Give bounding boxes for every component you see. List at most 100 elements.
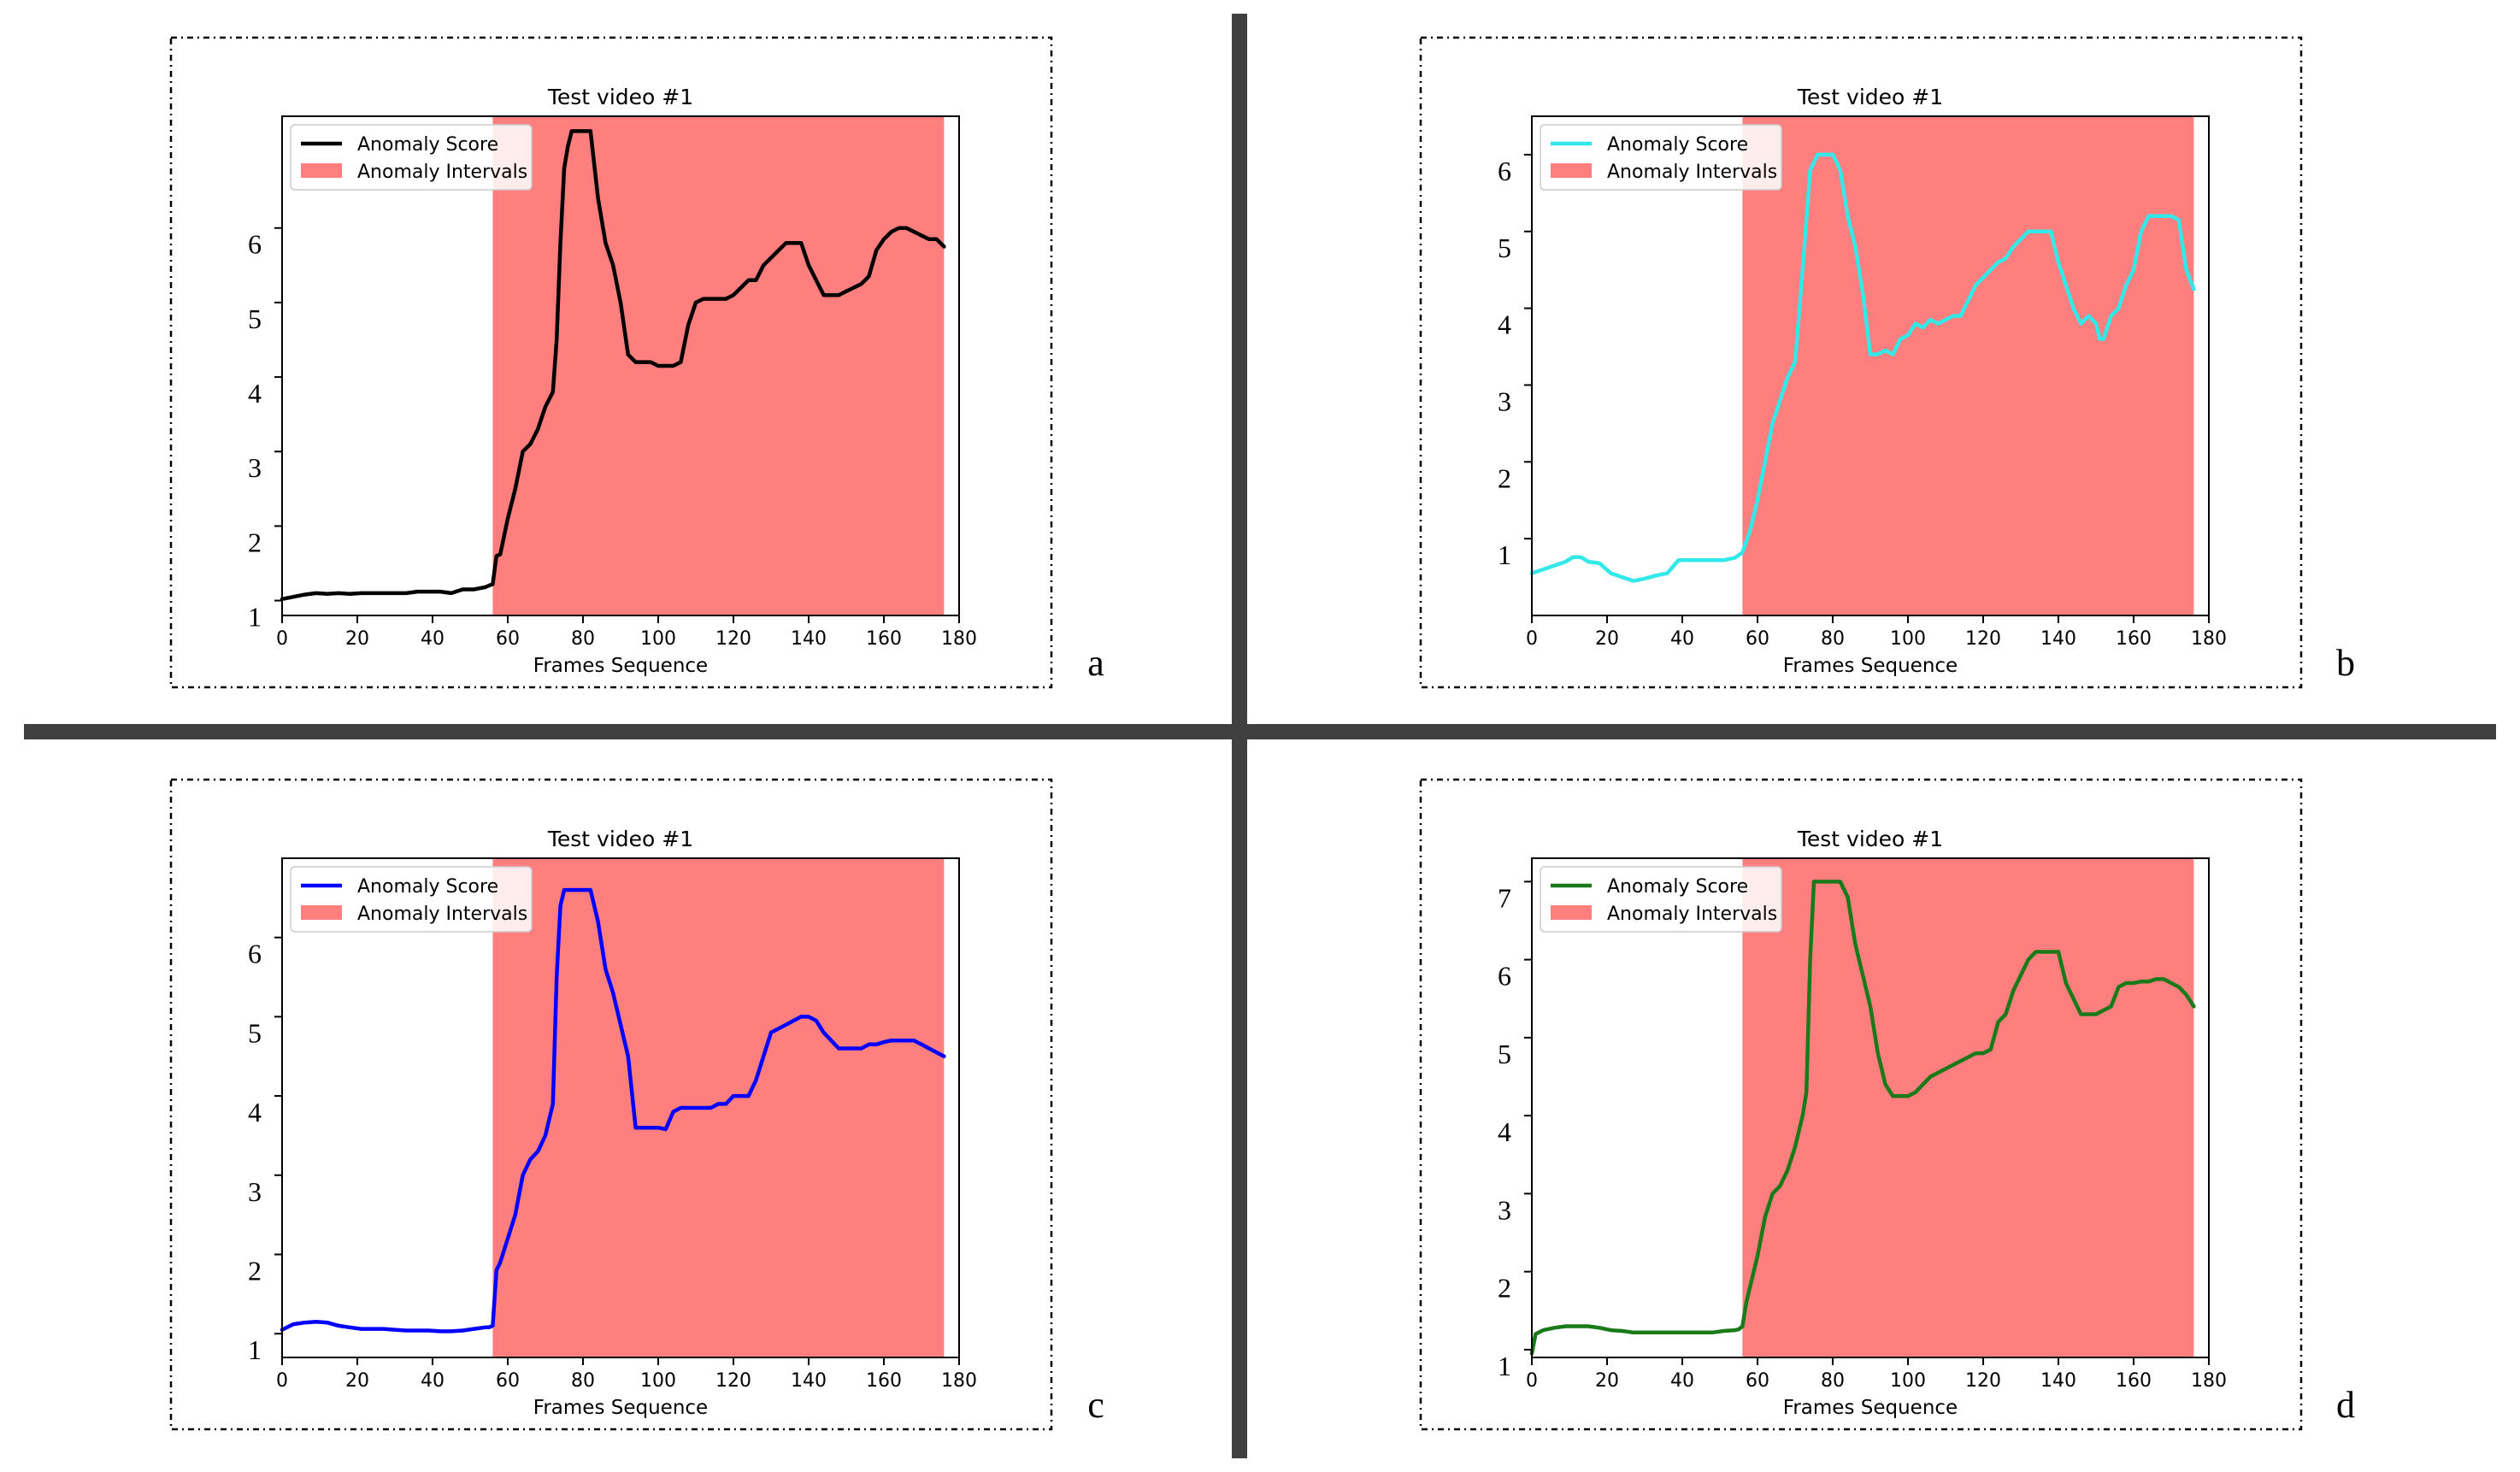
legend-interval-swatch — [1551, 163, 1592, 178]
anomaly-score-line — [280, 887, 946, 1334]
x-tick-label: 120 — [715, 1370, 751, 1392]
x-tick-label: 100 — [640, 1370, 676, 1392]
y-tick-label: 1 — [1498, 539, 1511, 570]
y-tick-label: 1 — [248, 1334, 262, 1365]
x-tick-label: 60 — [1746, 628, 1769, 650]
x-tick-label: 20 — [345, 628, 369, 650]
x-tick-label: 180 — [941, 628, 977, 650]
x-tick-label: 0 — [276, 1370, 288, 1392]
x-tick-label: 140 — [791, 1370, 827, 1392]
x-tick-label: 80 — [1821, 1370, 1845, 1392]
chart-title: Test video #1 — [547, 827, 693, 851]
chart-title: Test video #1 — [1797, 85, 1943, 109]
x-tick-label: 160 — [866, 628, 902, 650]
anomaly-interval-band — [492, 858, 945, 1357]
x-tick-label: 140 — [2040, 1370, 2076, 1392]
panels-layer: Test video #10 20 40 60 80 100 120 140 160 180Fra… — [169, 36, 2355, 1431]
legend-score-label: Anomaly Score — [357, 876, 498, 898]
x-tick-label: 140 — [791, 628, 827, 650]
panel-a: Test video #1 0 20 40 60 80 100 120 140 160 180 Fra… — [169, 36, 1104, 689]
x-axis-label: Frames Sequence — [533, 1397, 708, 1419]
x-tick-label: 40 — [421, 628, 445, 650]
x-tick-label: 180 — [2191, 1370, 2227, 1392]
x-tick-label: 80 — [1821, 628, 1845, 650]
x-tick-label: 0 — [1526, 1370, 1538, 1392]
x-tick-label: 160 — [866, 1370, 902, 1392]
plot-axes-box — [1531, 857, 2210, 1358]
x-axis-label: Frames Sequence — [533, 655, 708, 677]
legend: Anomaly Score Anomaly Intervals — [290, 866, 533, 933]
x-tick-label: 100 — [640, 628, 676, 650]
legend-score-label: Anomaly Score — [1607, 134, 1748, 156]
x-tick-label: 120 — [715, 628, 751, 650]
y-tick-label: 4 — [1498, 1116, 1511, 1147]
x-tick-label: 100 — [1890, 628, 1926, 650]
legend: Anomaly Score Anomaly Intervals — [290, 124, 533, 191]
y-tick-label: 7 — [1498, 882, 1511, 913]
y-tick-label: 1 — [1498, 1351, 1511, 1381]
legend-frame — [290, 124, 533, 191]
plot-axes-box — [281, 857, 960, 1358]
x-tick-label: 180 — [2191, 628, 2227, 650]
x-tick-label: 140 — [2040, 628, 2076, 650]
x-tick-label: 100 — [1890, 1370, 1926, 1392]
legend-interval-swatch — [301, 905, 342, 920]
panel-dashed-frame — [169, 778, 1053, 1431]
legend-interval-label: Anomaly Intervals — [357, 162, 527, 183]
panel-dashed-frame — [1419, 778, 2303, 1431]
legend-score-label: Anomaly Score — [1607, 876, 1748, 898]
anomaly-interval-band — [1742, 116, 2194, 615]
x-tick-label: 120 — [1965, 1370, 2001, 1392]
plot-axes-box — [1531, 115, 2210, 616]
x-tick-label: 120 — [1965, 628, 2001, 650]
x-tick-label: 0 — [276, 628, 288, 650]
y-tick-label: 2 — [248, 1255, 262, 1286]
y-tick-label: 3 — [248, 1176, 262, 1207]
y-tick-label: 6 — [248, 939, 262, 969]
x-tick-label: 80 — [571, 628, 595, 650]
panel-b: Test video #1 0 20 40 60 80 100 120 140 160 180 Fra… — [1419, 36, 2355, 689]
y-tick-label: 5 — [248, 303, 262, 334]
panel-c: Test video #1 0 20 40 60 80 100 120 140 160 180 Fra… — [169, 778, 1104, 1431]
y-tick-label: 5 — [1498, 233, 1511, 263]
y-tick-label: 2 — [248, 527, 262, 557]
legend-frame — [290, 866, 533, 933]
panel-d: Test video #1 0 20 40 60 80 100 120 140 160 180 Fra… — [1419, 778, 2355, 1431]
chart-title: Test video #1 — [1797, 827, 1943, 851]
x-tick-label: 60 — [496, 1370, 520, 1392]
panel-letter: c — [1087, 1384, 1104, 1426]
x-tick-label: 80 — [571, 1370, 595, 1392]
y-tick-label: 4 — [1498, 309, 1511, 340]
x-tick-label: 20 — [345, 1370, 369, 1392]
x-axis-label: Frames Sequence — [1783, 655, 1958, 677]
legend-interval-label: Anomaly Intervals — [1607, 904, 1777, 925]
panel-dashed-frame — [169, 36, 1053, 689]
x-tick-label: 20 — [1595, 628, 1619, 650]
y-tick-label: 4 — [248, 378, 262, 409]
y-tick-label: 4 — [248, 1097, 262, 1128]
legend-score-label: Anomaly Score — [357, 134, 498, 156]
x-tick-label: 60 — [1746, 1370, 1769, 1392]
plot-axes-box — [281, 115, 960, 616]
horizontal-divider — [24, 724, 2496, 739]
anomaly-score-line — [1529, 152, 2196, 583]
legend-frame — [1540, 866, 1782, 933]
panel-letter: b — [2336, 642, 2355, 684]
anomaly-interval-band — [1742, 858, 2194, 1357]
anomaly-score-line — [1529, 880, 2196, 1356]
y-tick-label: 2 — [1498, 462, 1511, 493]
x-tick-label: 20 — [1595, 1370, 1619, 1392]
x-tick-label: 160 — [2116, 1370, 2152, 1392]
legend-interval-swatch — [301, 163, 342, 178]
legend-frame — [1540, 124, 1782, 191]
x-axis-label: Frames Sequence — [1783, 1397, 1958, 1419]
y-tick-label: 5 — [1498, 1039, 1511, 1069]
anomaly-interval-band — [492, 116, 945, 615]
x-tick-label: 160 — [2116, 628, 2152, 650]
x-tick-label: 40 — [421, 1370, 445, 1392]
y-tick-label: 6 — [248, 229, 262, 260]
y-tick-label: 6 — [1498, 156, 1511, 186]
x-tick-label: 0 — [1526, 628, 1538, 650]
y-tick-label: 3 — [1498, 386, 1511, 416]
